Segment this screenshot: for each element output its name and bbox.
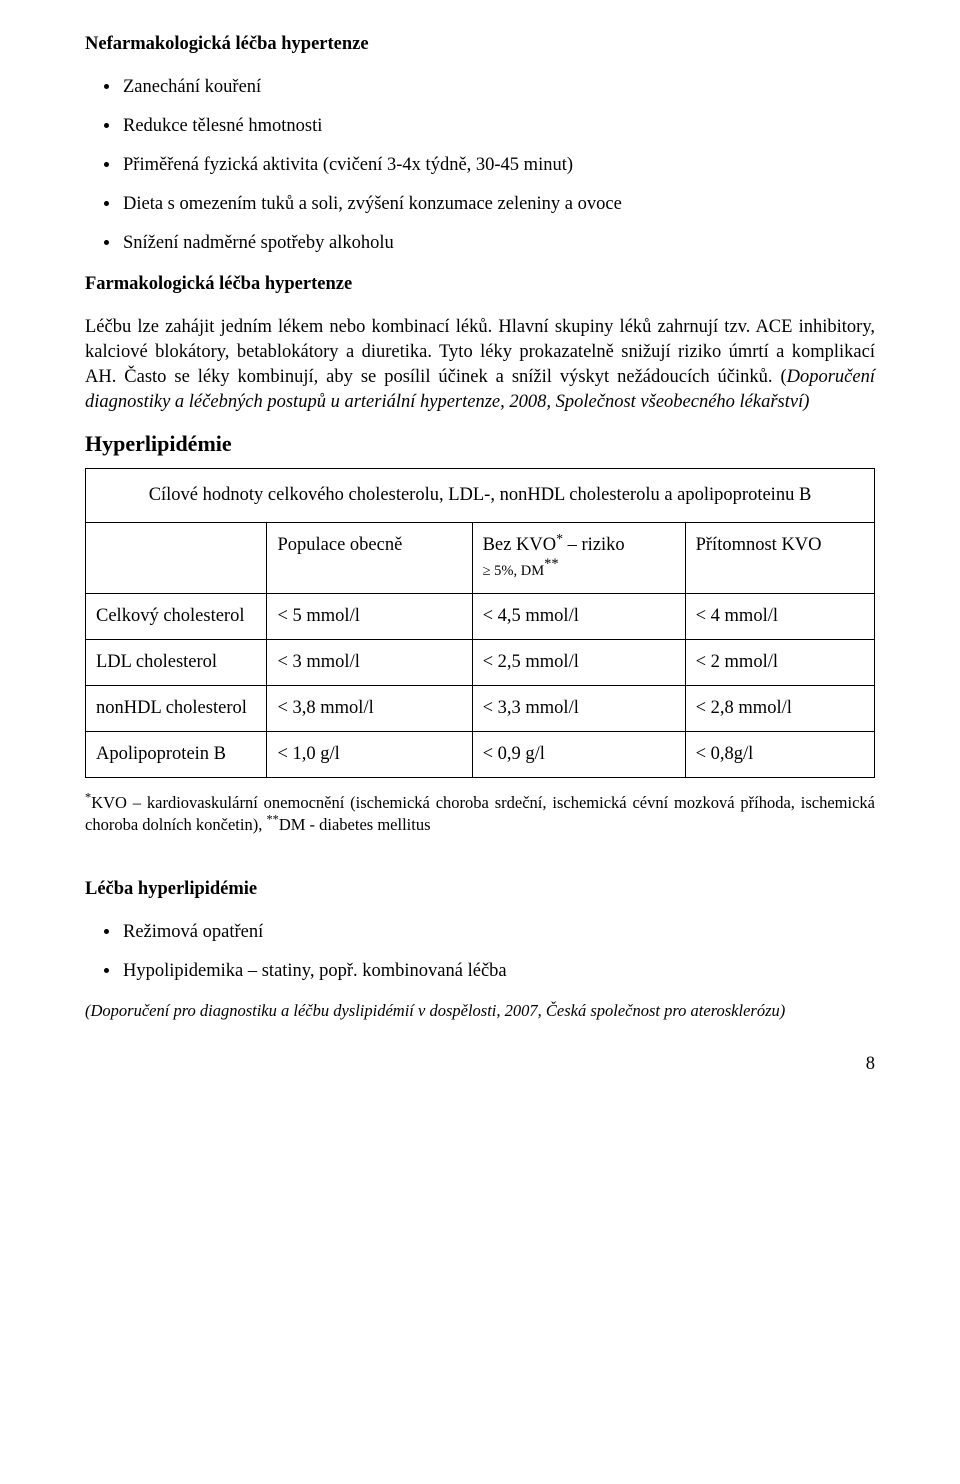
table-header-c2-tail: – riziko <box>563 535 625 555</box>
table-cell: < 2,5 mmol/l <box>472 640 685 686</box>
table-cell: < 0,9 g/l <box>472 732 685 778</box>
heading-lecba-hyperlipidemie: Léčba hyperlipidémie <box>85 877 875 902</box>
table-header-empty <box>86 523 267 594</box>
list-item: Hypolipidemika – statiny, popř. kombinov… <box>121 959 875 984</box>
table-header-pritomnost-kvo: Přítomnost KVO <box>685 523 874 594</box>
table-row: Celkový cholesterol < 5 mmol/l < 4,5 mmo… <box>86 594 875 640</box>
heading-hyperlipidemie: Hyperlipidémie <box>85 429 875 459</box>
bullet-list-lecba: Režimová opatření Hypolipidemika – stati… <box>85 920 875 984</box>
table-row: nonHDL cholesterol < 3,8 mmol/l < 3,3 mm… <box>86 686 875 732</box>
list-item: Režimová opatření <box>121 920 875 945</box>
table-row: LDL cholesterol < 3 mmol/l < 2,5 mmol/l … <box>86 640 875 686</box>
table-cell: < 2 mmol/l <box>685 640 874 686</box>
heading-pharma: Farmakologická léčba hypertenze <box>85 272 875 297</box>
table-footnote: *KVO – kardiovaskulární onemocnění (isch… <box>85 792 875 837</box>
table-cell: Apolipoprotein B <box>86 732 267 778</box>
table-cell: < 5 mmol/l <box>267 594 472 640</box>
pharma-body-lead: Léčbu lze zahájit jedním lékem nebo komb… <box>85 317 875 387</box>
table-cell: < 3 mmol/l <box>267 640 472 686</box>
cholesterol-table: Cílové hodnoty celkového cholesterolu, L… <box>85 468 875 778</box>
table-cell: LDL cholesterol <box>86 640 267 686</box>
list-item: Zanechání kouření <box>121 75 875 100</box>
table-cell: < 3,3 mmol/l <box>472 686 685 732</box>
table-cell: < 0,8g/l <box>685 732 874 778</box>
footnote-sup2: ** <box>266 813 278 827</box>
list-item: Dieta s omezením tuků a soli, zvýšení ko… <box>121 192 875 217</box>
table-header-bez-kvo: Bez KVO* – riziko ≥ 5%, DM** <box>472 523 685 594</box>
table-header-c2-sub: ≥ 5%, DM <box>483 563 545 579</box>
table-caption: Cílové hodnoty celkového cholesterolu, L… <box>86 469 875 523</box>
table-header-populace: Populace obecně <box>267 523 472 594</box>
page-number: 8 <box>85 1052 875 1077</box>
table-cell: < 4 mmol/l <box>685 594 874 640</box>
heading-nonpharma: Nefarmakologická léčba hypertenze <box>85 32 875 57</box>
table-cell: < 3,8 mmol/l <box>267 686 472 732</box>
table-header-c2-main: Bez KVO <box>483 535 556 555</box>
footnote-text1: KVO – kardiovaskulární onemocnění (ische… <box>85 793 875 834</box>
list-item: Přiměřená fyzická aktivita (cvičení 3-4x… <box>121 153 875 178</box>
table-row: Apolipoprotein B < 1,0 g/l < 0,9 g/l < 0… <box>86 732 875 778</box>
table-cell: < 4,5 mmol/l <box>472 594 685 640</box>
table-cell: nonHDL cholesterol <box>86 686 267 732</box>
footnote-text2: DM - diabetes mellitus <box>279 815 431 834</box>
table-cell: < 1,0 g/l <box>267 732 472 778</box>
pharma-body: Léčbu lze zahájit jedním lékem nebo komb… <box>85 315 875 415</box>
list-item: Redukce tělesné hmotnosti <box>121 114 875 139</box>
table-cell: < 2,8 mmol/l <box>685 686 874 732</box>
bullet-list-nonpharma: Zanechání kouření Redukce tělesné hmotno… <box>85 75 875 256</box>
closing-citation: (Doporučení pro diagnostiku a léčbu dysl… <box>85 1000 875 1022</box>
table-header-c2-sub-sup: ** <box>544 556 559 572</box>
table-header-row: Populace obecně Bez KVO* – riziko ≥ 5%, … <box>86 523 875 594</box>
list-item: Snížení nadměrné spotřeby alkoholu <box>121 231 875 256</box>
table-cell: Celkový cholesterol <box>86 594 267 640</box>
table-header-c2-sup: * <box>556 532 563 547</box>
